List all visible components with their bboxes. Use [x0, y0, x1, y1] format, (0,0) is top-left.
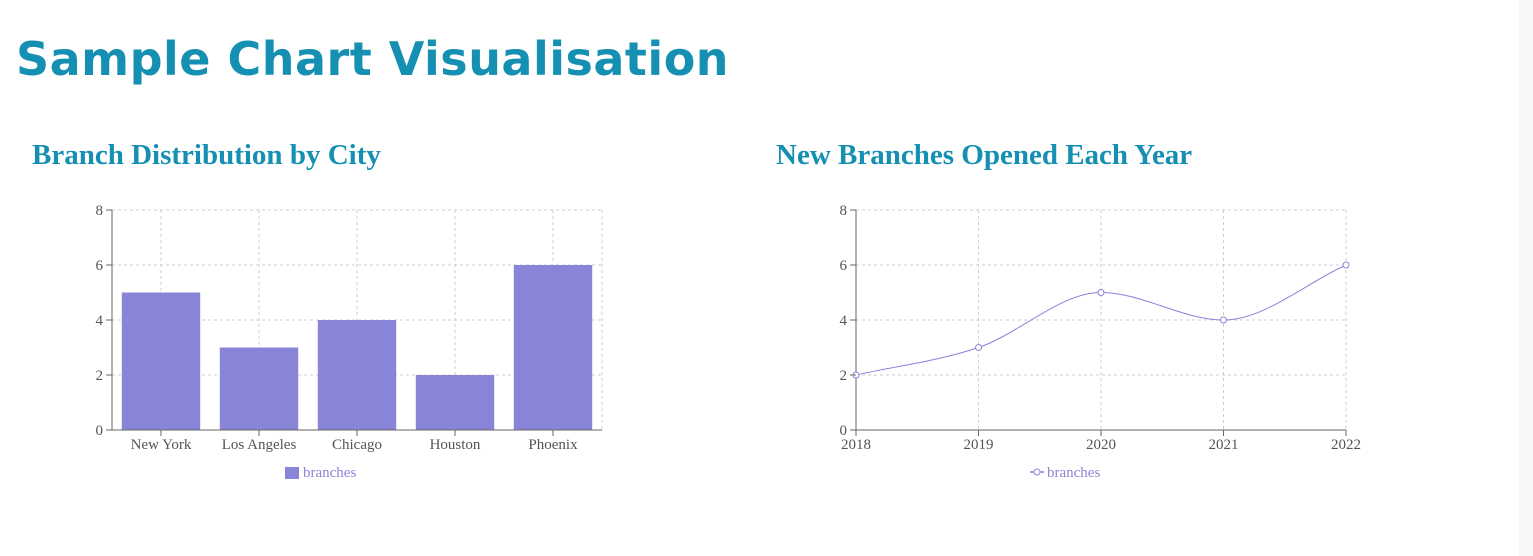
page-scrollbar[interactable] [1519, 0, 1533, 556]
legend-swatch-icon [285, 467, 299, 479]
bar-chicago [317, 320, 397, 430]
data-point-2022 [1342, 261, 1350, 269]
x-tick-label: Chicago [332, 437, 382, 453]
x-tick-label: 2019 [964, 437, 994, 453]
x-tick-label: Phoenix [528, 437, 578, 453]
bar-phoenix [513, 265, 593, 430]
data-point-2021 [1220, 316, 1227, 324]
bar-houston [415, 375, 495, 430]
page-title: Sample Chart Visualisation [16, 32, 730, 86]
x-tick-label: 2020 [1086, 437, 1116, 453]
y-tick-label: 2 [96, 368, 104, 384]
x-tick-label: New York [131, 437, 192, 453]
line-chart: 0 2 4 6 8 2018 2019 2020 2021 2022 branches [840, 203, 1362, 481]
legend-marker-icon [1033, 468, 1041, 476]
y-tick-label: 4 [96, 313, 104, 329]
y-tick-label: 0 [96, 423, 104, 439]
y-tick-label: 8 [96, 203, 104, 219]
y-tick-label: 8 [840, 203, 848, 219]
x-tick-label: Houston [430, 437, 481, 453]
bar-los-angeles [219, 347, 299, 430]
y-tick-label: 6 [96, 258, 104, 274]
bar-new-york [121, 292, 201, 430]
data-point-2019 [975, 344, 982, 351]
y-tick-label: 2 [840, 368, 848, 384]
y-tick-label: 0 [840, 423, 848, 439]
legend-label: branches [303, 465, 356, 481]
bar-chart: 0 2 4 6 8 New York Los Angeles Chicago Houston Ph… [96, 203, 603, 481]
x-tick-label: 2022 [1331, 437, 1361, 453]
y-tick-label: 4 [840, 313, 848, 329]
x-tick-label: 2018 [841, 437, 871, 453]
legend-label: branches [1047, 465, 1100, 481]
bar-chart-title: Branch Distribution by City [32, 139, 381, 171]
data-point-2020 [1097, 289, 1105, 296]
x-tick-label: 2021 [1209, 437, 1239, 453]
line-chart-title: New Branches Opened Each Year [776, 139, 1193, 171]
y-tick-label: 6 [840, 258, 848, 274]
x-tick-label: Los Angeles [222, 437, 297, 453]
